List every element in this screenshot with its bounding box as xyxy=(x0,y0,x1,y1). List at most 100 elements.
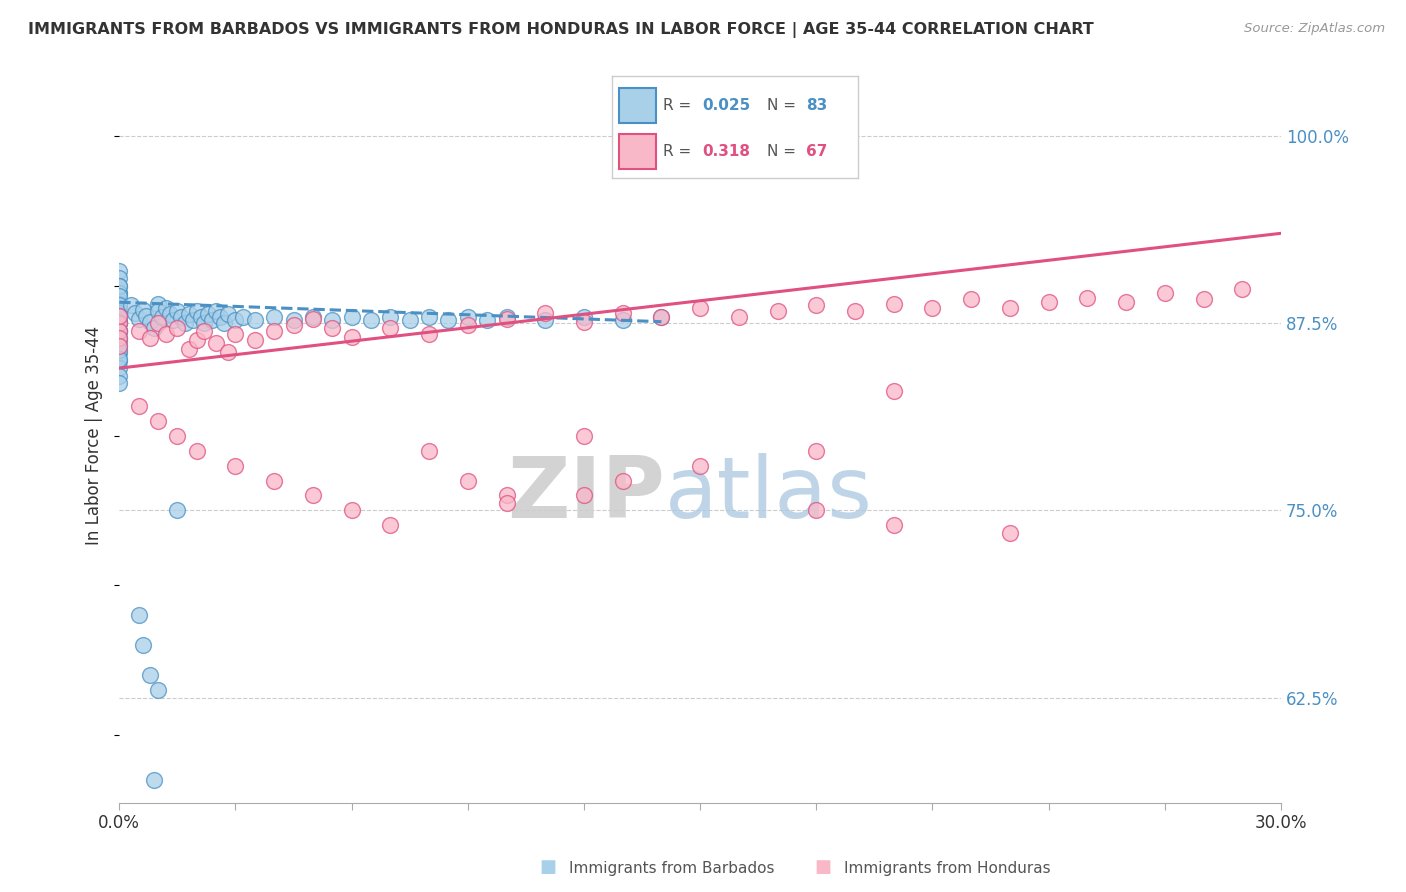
Point xyxy=(193,316,215,330)
Point xyxy=(108,309,131,323)
Point xyxy=(232,310,254,325)
Text: 83: 83 xyxy=(806,98,827,113)
Point xyxy=(457,310,479,325)
Point xyxy=(128,311,150,326)
Point xyxy=(806,298,828,312)
Text: 0.025: 0.025 xyxy=(703,98,751,113)
Point xyxy=(177,342,200,356)
Point xyxy=(146,683,169,698)
Point xyxy=(572,315,595,329)
Point xyxy=(263,310,285,325)
Point xyxy=(170,310,193,325)
Point xyxy=(1232,282,1254,296)
Point xyxy=(146,316,169,330)
Point xyxy=(108,334,131,348)
Point xyxy=(534,313,557,327)
Point xyxy=(224,458,246,473)
Point xyxy=(217,307,239,321)
Point xyxy=(108,298,131,312)
Point xyxy=(108,286,131,301)
Point xyxy=(398,313,420,327)
Point xyxy=(108,278,131,293)
Text: Immigrants from Barbados: Immigrants from Barbados xyxy=(569,861,775,876)
Point xyxy=(883,296,905,310)
Point xyxy=(108,289,131,303)
Text: Source: ZipAtlas.com: Source: ZipAtlas.com xyxy=(1244,22,1385,36)
Point xyxy=(495,311,517,326)
Text: Immigrants from Honduras: Immigrants from Honduras xyxy=(844,861,1050,876)
Text: IMMIGRANTS FROM BARBADOS VS IMMIGRANTS FROM HONDURAS IN LABOR FORCE | AGE 35-44 : IMMIGRANTS FROM BARBADOS VS IMMIGRANTS F… xyxy=(28,22,1094,38)
Point xyxy=(159,307,181,321)
Point xyxy=(360,313,382,327)
Point xyxy=(108,324,131,338)
Point xyxy=(321,313,343,327)
Point xyxy=(155,301,177,316)
Point xyxy=(166,428,188,442)
Point xyxy=(108,316,131,330)
Point xyxy=(302,311,325,326)
Point xyxy=(572,488,595,502)
Point xyxy=(143,320,166,334)
Point xyxy=(1076,291,1098,305)
Point xyxy=(263,474,285,488)
Point xyxy=(201,313,224,327)
Point xyxy=(205,335,228,350)
Text: R =: R = xyxy=(664,145,696,160)
Point xyxy=(166,503,188,517)
Point xyxy=(1192,292,1215,306)
Point xyxy=(475,313,498,327)
Point xyxy=(193,324,215,338)
Point xyxy=(131,638,153,652)
Point xyxy=(128,608,150,623)
Point xyxy=(143,773,166,788)
Point xyxy=(108,315,131,329)
Point xyxy=(224,326,246,341)
Point xyxy=(217,344,239,359)
Point xyxy=(321,320,343,334)
Point xyxy=(108,361,131,376)
Point xyxy=(146,304,169,318)
Point xyxy=(108,296,131,310)
Point xyxy=(806,443,828,458)
Text: 67: 67 xyxy=(806,145,827,160)
Point xyxy=(883,384,905,398)
Point xyxy=(197,307,219,321)
Point xyxy=(224,313,246,327)
Point xyxy=(108,331,131,345)
Point xyxy=(650,310,672,325)
Point xyxy=(124,306,146,320)
Point xyxy=(108,309,131,323)
Text: atlas: atlas xyxy=(665,453,873,536)
Point xyxy=(128,324,150,338)
Point xyxy=(108,339,131,353)
Point xyxy=(921,301,943,316)
Point xyxy=(205,304,228,318)
Point xyxy=(155,326,177,341)
Point xyxy=(650,310,672,325)
Point xyxy=(418,443,440,458)
Point xyxy=(208,310,231,325)
Point xyxy=(174,316,197,330)
Point xyxy=(108,368,131,383)
Point xyxy=(883,518,905,533)
Point xyxy=(108,278,131,293)
Point xyxy=(108,324,131,338)
Point xyxy=(108,343,131,358)
Point xyxy=(186,304,208,318)
Point xyxy=(380,310,402,325)
Point xyxy=(108,353,131,368)
Point xyxy=(139,331,162,345)
Point xyxy=(437,313,460,327)
Point xyxy=(108,316,131,330)
Point xyxy=(135,309,157,323)
Point xyxy=(108,286,131,301)
Text: R =: R = xyxy=(664,98,696,113)
Point xyxy=(302,488,325,502)
Point xyxy=(128,399,150,413)
Point xyxy=(418,326,440,341)
Point xyxy=(177,307,200,321)
Point xyxy=(418,310,440,325)
Point xyxy=(998,301,1021,316)
FancyBboxPatch shape xyxy=(619,88,655,123)
Point xyxy=(108,264,131,278)
